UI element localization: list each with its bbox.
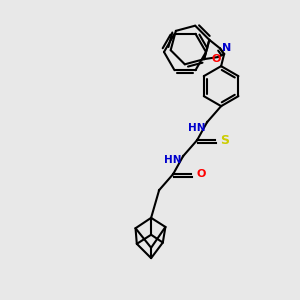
Text: N: N — [222, 44, 231, 53]
Text: O: O — [211, 54, 220, 64]
Text: HN: HN — [164, 155, 182, 165]
Text: HN: HN — [188, 123, 206, 133]
Text: S: S — [220, 134, 229, 147]
Text: O: O — [196, 169, 206, 179]
